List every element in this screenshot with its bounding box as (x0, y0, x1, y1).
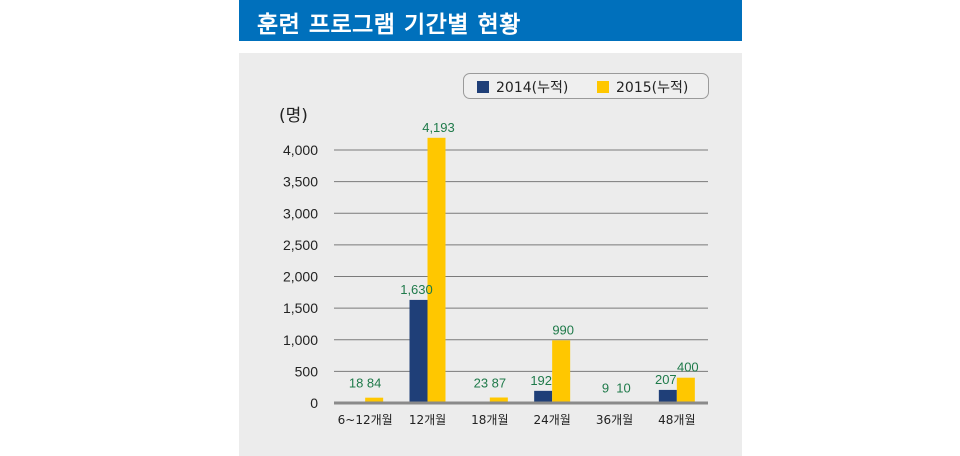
data-label-2014: 9 (602, 380, 609, 395)
y-tick-label: 3,000 (283, 205, 318, 221)
chart-panel (239, 53, 742, 456)
data-label-2015: 4,193 (422, 120, 455, 135)
x-category-label: 48개월 (658, 413, 695, 427)
bar-2014 (409, 299, 428, 403)
x-category-label: 24개월 (533, 413, 570, 427)
title-banner: 훈련 프로그램 기간별 현황 (239, 0, 742, 41)
data-label-2015: 990 (552, 322, 574, 337)
data-label-2015: 84 (367, 376, 381, 391)
y-tick-label: 2,500 (283, 237, 318, 253)
data-label-2014: 1,630 (400, 282, 433, 297)
legend-label-2014: 2014(누적) (496, 80, 569, 96)
data-label-2015: 400 (677, 360, 699, 375)
x-category-label: 36개월 (596, 413, 633, 427)
chart-legend: 2014(누적) 2015(누적) (463, 73, 709, 99)
y-tick-label: 3,500 (283, 174, 318, 190)
y-tick-label: 4,000 (283, 142, 318, 158)
bar-2015 (427, 137, 446, 403)
legend-item-2014: 2014(누적) (477, 77, 568, 97)
legend-swatch-2014 (477, 81, 489, 93)
bar-2015 (489, 397, 508, 403)
bar-2015 (365, 397, 384, 403)
bar-2015 (552, 340, 571, 403)
y-axis-unit-label: (명) (279, 106, 308, 126)
bar-2014 (658, 389, 677, 403)
legend-label-2015: 2015(누적) (616, 80, 689, 96)
x-category-label: 18개월 (471, 413, 508, 427)
page-title: 훈련 프로그램 기간별 현황 (257, 12, 521, 38)
y-tick-label: 500 (295, 363, 319, 379)
y-tick-label: 1,000 (283, 332, 318, 348)
bar-2015 (676, 377, 695, 403)
x-category-label: 6~12개월 (338, 413, 393, 427)
legend-item-2015: 2015(누적) (597, 77, 688, 97)
bar-2014 (534, 390, 553, 403)
y-tick-label: 0 (310, 395, 318, 411)
data-label-2015: 10 (616, 380, 630, 395)
y-tick-label: 2,000 (283, 269, 318, 285)
data-label-2015: 87 (492, 375, 506, 390)
data-label-2014: 207 (655, 372, 677, 387)
data-label-2014: 18 (349, 376, 363, 391)
data-label-2014: 192 (530, 373, 552, 388)
x-category-label: 12개월 (409, 413, 446, 427)
legend-swatch-2015 (597, 81, 609, 93)
y-tick-label: 1,500 (283, 300, 318, 316)
data-label-2014: 23 (474, 375, 488, 390)
